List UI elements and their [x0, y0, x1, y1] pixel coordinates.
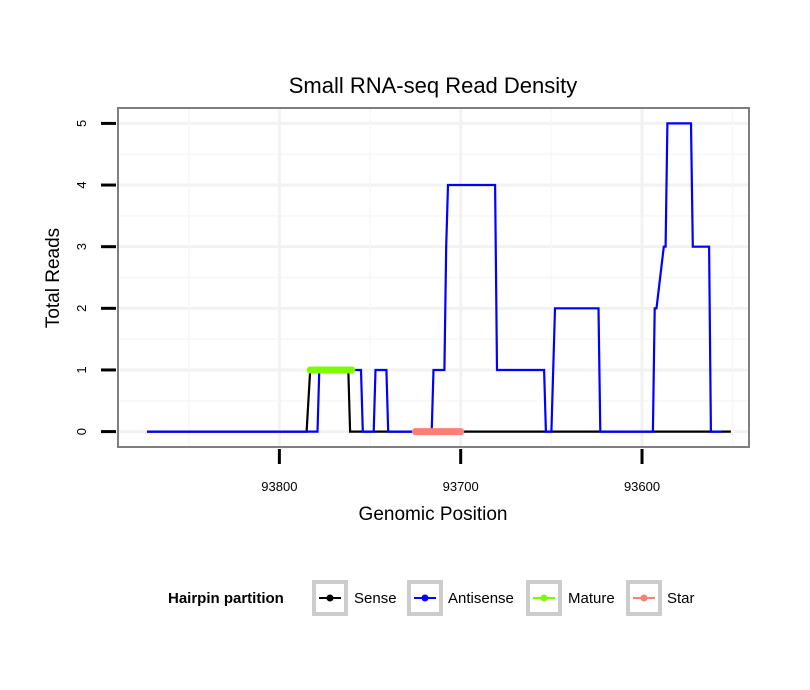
- x-tick-label: 93600: [624, 479, 660, 494]
- y-axis-title: Total Reads: [43, 228, 64, 328]
- legend-item-mature: Mature: [526, 580, 615, 616]
- x-axis: 93800 93700 93600: [261, 449, 660, 494]
- legend-item-star: Star: [626, 580, 695, 616]
- y-tick-label: 5: [74, 120, 89, 127]
- legend-title: Hairpin partition: [168, 590, 284, 607]
- x-tick-label: 93800: [261, 479, 297, 494]
- plot-panel: [117, 107, 750, 448]
- series-line-antisense: [147, 122, 722, 433]
- y-tick-label: 3: [74, 243, 89, 250]
- legend-key-point: [326, 594, 334, 602]
- legend-key-point: [540, 594, 548, 602]
- legend-label: Mature: [568, 590, 615, 607]
- x-tick-label: 93700: [443, 479, 479, 494]
- legend-item-antisense: Antisense: [407, 580, 514, 616]
- y-tick-label: 0: [74, 428, 89, 435]
- data-lines: [147, 122, 731, 436]
- y-tick-label: 2: [74, 305, 89, 312]
- chart-title: Small RNA-seq Read Density: [289, 73, 578, 98]
- y-tick-label: 1: [74, 366, 89, 373]
- legend-item-sense: Sense: [312, 580, 397, 616]
- panel-border: [117, 107, 750, 448]
- x-axis-title: Genomic Position: [359, 504, 508, 525]
- legend: Hairpin partition Sense Antisense Mature St…: [168, 580, 695, 616]
- y-axis: 0 1 2 3 4 5: [74, 120, 116, 435]
- legend-key-point: [640, 594, 648, 602]
- legend-label: Sense: [354, 590, 397, 607]
- legend-key-point: [421, 594, 429, 602]
- legend-label: Antisense: [448, 590, 514, 607]
- legend-label: Star: [667, 590, 695, 607]
- y-tick-label: 4: [74, 181, 89, 188]
- legend-items: Sense Antisense Mature Star: [312, 580, 695, 616]
